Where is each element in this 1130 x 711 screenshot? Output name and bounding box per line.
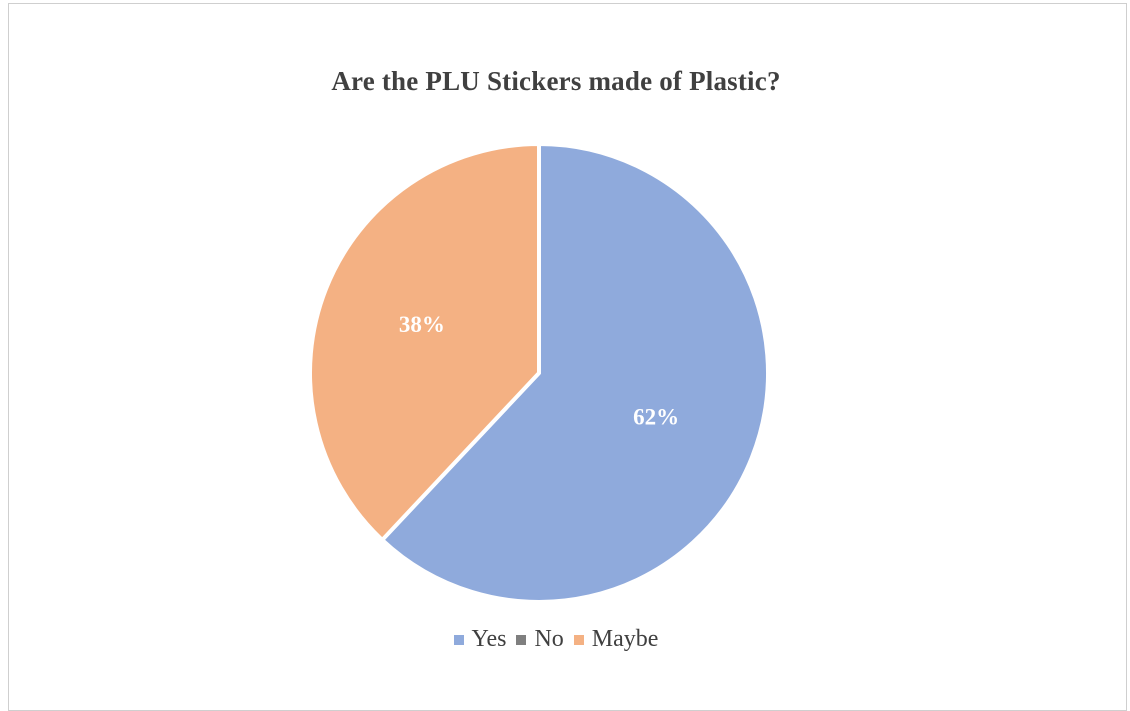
legend-item-no: No <box>516 626 564 653</box>
chart-frame: Are the PLU Stickers made of Plastic? 62… <box>8 3 1127 711</box>
legend-label-yes: Yes <box>471 626 507 652</box>
pie-labels: 62% 38% <box>399 312 679 430</box>
legend-item-yes: Yes <box>453 626 507 653</box>
legend-swatch-yes <box>453 634 464 645</box>
chart-title: Are the PLU Stickers made of Plastic? <box>331 66 781 96</box>
legend-swatch-no <box>516 634 527 645</box>
pie-chart: 62% 38% <box>308 142 770 604</box>
pie-slice-maybe <box>308 142 541 542</box>
pie-slices <box>308 142 770 604</box>
pie-slice-yes <box>380 142 770 604</box>
legend-item-maybe: Maybe <box>573 626 659 653</box>
pie-label-maybe: 38% <box>399 312 445 337</box>
pie-label-yes: 62% <box>633 405 679 430</box>
chart-legend: Yes No Maybe <box>9 626 1103 653</box>
legend-label-no: No <box>534 626 564 652</box>
legend-swatch-maybe <box>573 634 584 645</box>
legend-label-maybe: Maybe <box>591 626 659 652</box>
